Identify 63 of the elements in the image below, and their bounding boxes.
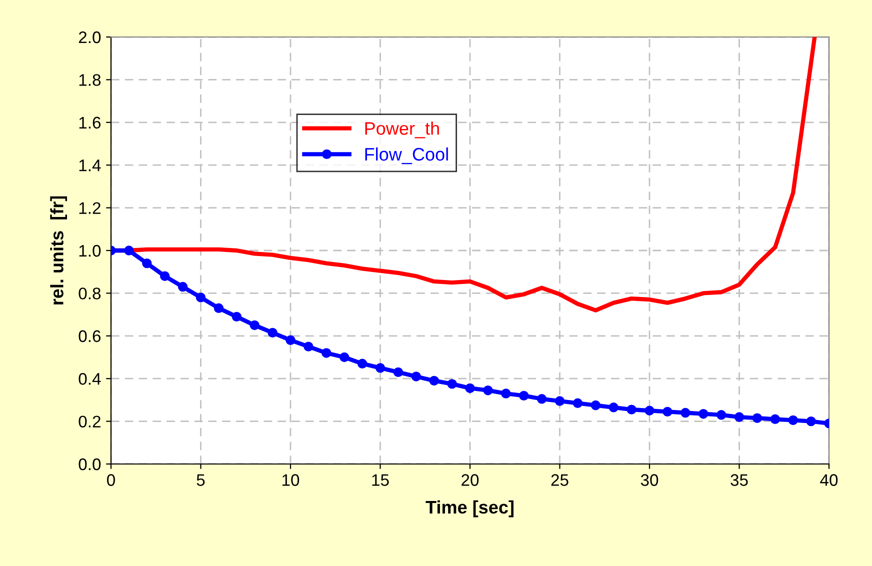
x-axis-title: Time [sec] <box>426 500 514 518</box>
point <box>196 292 206 302</box>
point <box>465 383 475 394</box>
point <box>268 328 278 338</box>
point <box>644 406 654 416</box>
point <box>680 408 690 418</box>
y-tick-label: 1.4 <box>79 160 101 172</box>
legend-label: Flow_Cool <box>365 147 448 164</box>
y-axis-title: rel. units [fr] <box>50 196 67 304</box>
x-tick-label: 30 <box>640 474 658 486</box>
y-tick-label: 1.6 <box>79 116 101 129</box>
x-tick-label: 15 <box>372 474 389 486</box>
point <box>788 415 798 426</box>
y-tick-label: 0.4 <box>78 373 101 385</box>
point <box>178 282 188 292</box>
x-tick-label: 0 <box>107 474 115 486</box>
point <box>411 372 422 382</box>
y-tick-label: 0.8 <box>78 288 101 300</box>
point <box>608 402 618 412</box>
legend-label: Power_th <box>365 122 439 138</box>
point <box>752 413 762 423</box>
x-tick-label: 35 <box>730 474 748 486</box>
point <box>232 312 242 322</box>
point <box>286 335 296 346</box>
point <box>339 352 350 362</box>
point <box>375 363 386 373</box>
point <box>734 412 744 422</box>
point <box>160 271 170 281</box>
point <box>214 303 224 314</box>
point <box>590 400 601 410</box>
point <box>501 388 511 398</box>
point <box>447 379 457 389</box>
point <box>304 342 314 352</box>
point <box>483 385 493 396</box>
point <box>662 406 672 417</box>
y-tick-label: 1.2 <box>79 202 100 214</box>
point <box>250 320 260 330</box>
point <box>124 246 134 256</box>
point <box>806 416 816 426</box>
y-tick-label: 0.0 <box>78 458 101 470</box>
point <box>770 414 780 424</box>
point <box>322 348 332 358</box>
x-tick-label: 5 <box>196 474 205 486</box>
point <box>698 408 708 419</box>
point <box>142 258 152 268</box>
point <box>554 396 565 406</box>
point <box>626 404 636 414</box>
y-tick-label: 1.0 <box>79 244 101 257</box>
y-tick-label: 0.6 <box>78 330 101 342</box>
y-tick-label: 1.8 <box>79 74 101 86</box>
x-tick-label: 25 <box>551 474 568 486</box>
y-tick-label: 2.0 <box>78 31 101 44</box>
x-tick-label: 20 <box>462 474 479 486</box>
y-tick-label: 0.2 <box>78 416 100 428</box>
point <box>357 358 368 369</box>
x-tick-label: 40 <box>820 474 838 486</box>
point <box>393 367 404 378</box>
point <box>716 410 726 420</box>
point <box>518 390 529 401</box>
point <box>572 398 583 408</box>
point <box>429 376 439 386</box>
x-tick-label: 10 <box>282 474 300 486</box>
point <box>536 394 547 404</box>
